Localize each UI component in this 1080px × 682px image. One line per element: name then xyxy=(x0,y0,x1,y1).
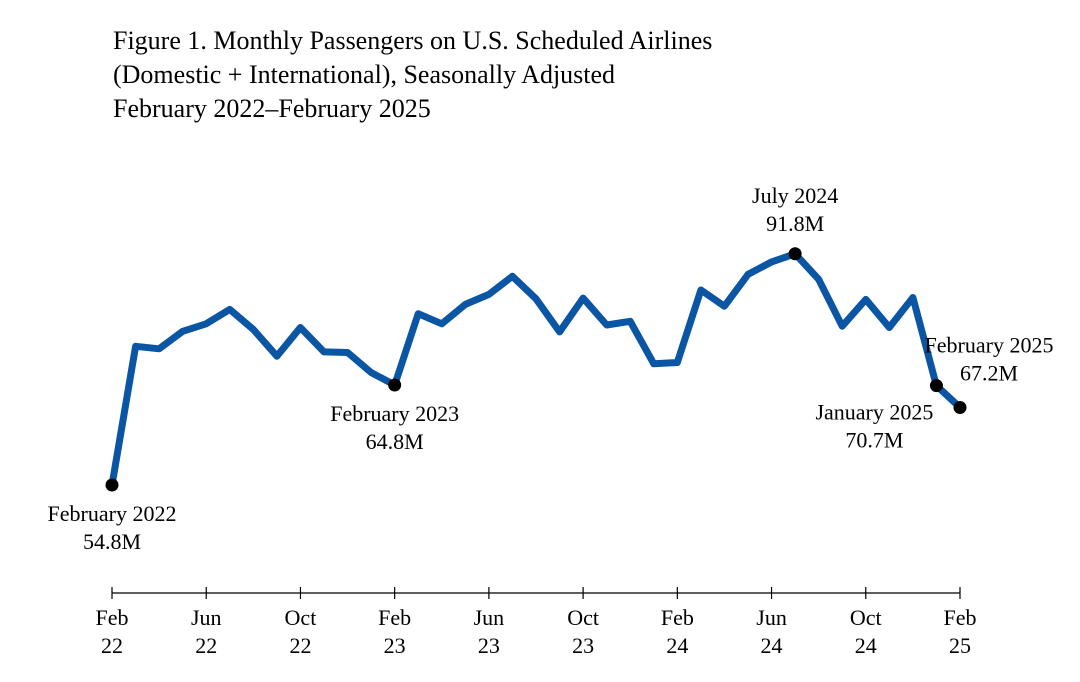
series-layer xyxy=(108,250,964,489)
chart-title-line-2: (Domestic + International), Seasonally A… xyxy=(113,60,616,89)
x-tick-label-year: 24 xyxy=(855,633,877,658)
x-tick-label-year: 23 xyxy=(384,633,406,658)
x-tick-label-year: 22 xyxy=(195,633,217,658)
data-point-marker xyxy=(929,379,943,393)
x-tick-label-year: 24 xyxy=(761,633,783,658)
x-tick-label-year: 24 xyxy=(666,633,688,658)
series-line-passengers xyxy=(108,250,964,489)
annotation-value: 91.8M xyxy=(766,211,824,236)
annotation-value: 70.7M xyxy=(845,428,903,453)
x-tick-label-month: Feb xyxy=(96,605,129,630)
chart-title-line-1: Figure 1. Monthly Passengers on U.S. Sch… xyxy=(113,26,713,55)
data-point-marker xyxy=(105,478,119,492)
annotation-value: 67.2M xyxy=(960,361,1018,386)
annotation-value: 54.8M xyxy=(83,529,141,554)
x-tick-label-month: Oct xyxy=(850,605,882,630)
chart-title-line-3: February 2022–February 2025 xyxy=(113,94,431,123)
annotation-label: February 2023 xyxy=(330,401,459,426)
x-tick-label-year: 22 xyxy=(101,633,123,658)
data-point-marker xyxy=(953,401,967,414)
annotation-label: July 2024 xyxy=(752,183,838,208)
x-axis: Feb 22 Jun 22 Oct 22 Feb 23 Jun 23 Oct 23 Feb 24 Jun 24… xyxy=(96,587,977,658)
data-point-marker xyxy=(788,247,802,261)
annotation-value: 64.8M xyxy=(366,429,424,454)
annotation-label: January 2025 xyxy=(815,400,933,425)
annotation-label: February 2025 xyxy=(925,333,1054,358)
chart-title: Figure 1. Monthly Passengers on U.S. Sch… xyxy=(113,24,712,126)
data-point-marker xyxy=(388,378,402,392)
x-tick-label-year: 25 xyxy=(949,633,971,658)
annotation-label: February 2022 xyxy=(48,501,177,526)
x-tick-label-year: 23 xyxy=(478,633,500,658)
x-tick-label-month: Feb xyxy=(661,605,694,630)
x-tick-label-year: 22 xyxy=(289,633,311,658)
x-tick-label-year: 23 xyxy=(572,633,594,658)
x-tick-label-month: Oct xyxy=(285,605,317,630)
annotation-layer: February 2022 54.8M February 2023 64.8M July… xyxy=(48,183,1054,554)
x-tick-label-month: Jun xyxy=(756,605,787,630)
x-tick-label-month: Feb xyxy=(944,605,977,630)
x-tick-label-month: Jun xyxy=(474,605,505,630)
x-tick-label-month: Jun xyxy=(191,605,222,630)
x-tick-label-month: Oct xyxy=(567,605,599,630)
x-tick-label-month: Feb xyxy=(378,605,411,630)
